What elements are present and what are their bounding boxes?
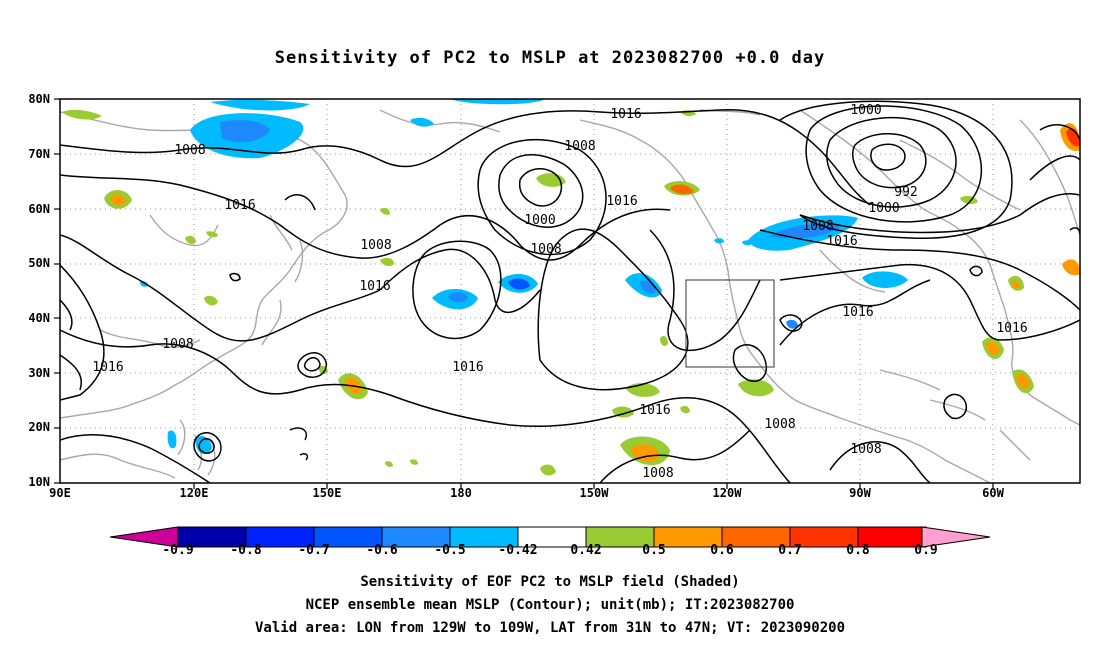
lat-label: 10N <box>28 475 50 489</box>
map-title: Sensitivity of PC2 to MSLP at 2023082700… <box>274 48 826 68</box>
contour-label: 1016 <box>224 198 255 213</box>
colorbar-label: -0.7 <box>298 543 330 558</box>
contour-label: 1008 <box>802 219 833 234</box>
contour-label: 1016 <box>452 360 483 375</box>
colorbar-boxes <box>177 526 927 548</box>
lat-label: 70N <box>28 147 50 161</box>
lon-label: 150W <box>579 486 609 500</box>
map-background <box>60 99 1080 483</box>
colorbar-label: 0.5 <box>642 543 666 558</box>
caption-line-3: Valid area: LON from 129W to 109W, LAT f… <box>254 620 845 636</box>
contour-label: 1016 <box>842 305 873 320</box>
axis-ticks <box>54 98 994 489</box>
contour-label: 1000 <box>524 213 555 228</box>
colorbar-label: 0.6 <box>710 543 734 558</box>
colorbar-label: -0.5 <box>434 543 466 558</box>
colorbar-label: 0.7 <box>778 543 802 558</box>
lon-label: 120W <box>712 486 742 500</box>
map-plot: 1008 1016 1016 1008 1016 1000 1008 1016 … <box>54 98 1081 489</box>
colorbar-label: 0.9 <box>914 543 938 558</box>
colorbar-arrow-right <box>921 526 991 548</box>
lat-label: 80N <box>28 92 50 106</box>
lat-label: 30N <box>28 366 50 380</box>
contour-label: 1008 <box>530 242 561 257</box>
contour-label: 1016 <box>610 107 641 122</box>
valid-area-box <box>685 279 775 368</box>
colorbar-label: -0.6 <box>366 543 398 558</box>
lon-label: 150E <box>312 486 342 500</box>
lat-label: 20N <box>28 420 50 434</box>
map-frame <box>59 98 1081 484</box>
contour-label: 1016 <box>92 360 123 375</box>
lon-label: 60W <box>982 486 1004 500</box>
caption-line-2: NCEP ensemble mean MSLP (Contour); unit(… <box>305 597 795 613</box>
colorbar-label: -0.9 <box>162 543 194 558</box>
contour-label: 1016 <box>639 403 670 418</box>
lon-label: 90W <box>849 486 871 500</box>
lat-label: 40N <box>28 311 50 325</box>
graticule <box>60 99 1080 483</box>
contour-label: 1000 <box>850 103 881 118</box>
lon-label: 120E <box>179 486 209 500</box>
lat-label: 50N <box>28 256 50 270</box>
mslp-contours <box>60 100 1080 483</box>
contour-label: 1008 <box>174 143 205 158</box>
contour-label: 1008 <box>850 442 881 457</box>
colorbar-label: -0.8 <box>230 543 262 558</box>
contour-label: 1016 <box>996 321 1027 336</box>
contour-label: 1008 <box>642 466 673 481</box>
contour-label: 1008 <box>764 417 795 432</box>
contour-label: 1008 <box>360 238 391 253</box>
colorbar-label: 0.42 <box>570 543 602 558</box>
contour-label: 1008 <box>162 337 193 352</box>
contour-label: 1016 <box>826 234 857 249</box>
caption-line-1: Sensitivity of EOF PC2 to MSLP field (Sh… <box>360 574 740 590</box>
shaded-negative <box>140 99 908 455</box>
contour-label: 1016 <box>606 194 637 209</box>
colorbar-label: -0.42 <box>498 543 538 558</box>
contour-label: 1016 <box>359 279 390 294</box>
lon-label: 180 <box>450 486 472 500</box>
contour-label: 992 <box>894 185 917 200</box>
colorbar <box>109 526 991 548</box>
contour-labels: 1008 1016 1016 1008 1016 1000 1008 1016 … <box>92 103 1027 481</box>
contour-label: 1000 <box>868 201 899 216</box>
contour-label: 1008 <box>564 139 595 154</box>
lat-label: 60N <box>28 202 50 216</box>
colorbar-label: 0.8 <box>846 543 870 558</box>
lon-label: 90E <box>49 486 71 500</box>
